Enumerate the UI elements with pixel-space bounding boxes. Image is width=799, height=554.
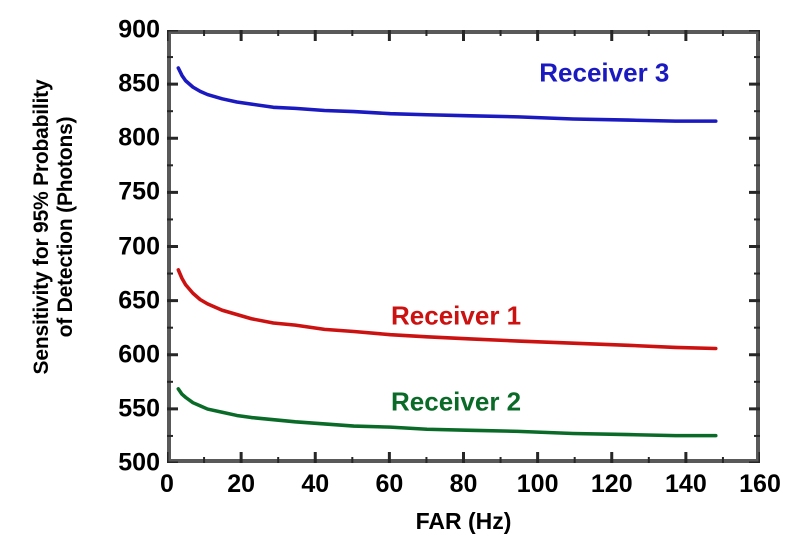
y-tick-label: 900 [118,15,160,44]
series-line [176,66,718,123]
y-axis-label: Sensitivity for 95% Probability of Detec… [30,79,77,375]
x-tick-label: 60 [375,470,404,498]
y-tick-label: 500 [118,448,160,477]
x-tick-label: 0 [160,470,174,498]
y-tick-label: 850 [118,69,160,98]
series-canvas [176,66,718,438]
plot-area [167,30,760,463]
x-tick-label: 100 [516,470,559,498]
x-tick-label: 140 [665,470,707,498]
x-tick-label: 20 [227,470,256,498]
x-tick-label: 120 [590,470,633,498]
x-axis-label: FAR (Hz) [415,508,512,534]
series-label: Receiver 1 [391,300,522,331]
x-tick-label: 160 [739,470,781,498]
series-line [176,268,718,351]
y-tick-label: 800 [118,123,160,152]
y-tick-label: 650 [118,286,160,315]
series-line [176,387,718,438]
y-axis-tick-labels: 500 550 600 650 700 750 800 850 900 [88,16,160,477]
y-tick-label: 750 [118,177,160,206]
series-label: Receiver 3 [539,57,670,88]
plot-canvas [171,34,756,459]
y-tick-label: 600 [118,340,160,369]
y-tick-label: 700 [118,232,160,260]
x-axis-tick-labels: 0 20 40 60 80 100 120 140 160 [160,470,781,504]
x-tick-label: 40 [301,470,330,498]
series-label: Receiver 2 [391,386,522,417]
x-tick-label: 80 [449,470,478,498]
y-tick-label: 550 [118,394,160,423]
